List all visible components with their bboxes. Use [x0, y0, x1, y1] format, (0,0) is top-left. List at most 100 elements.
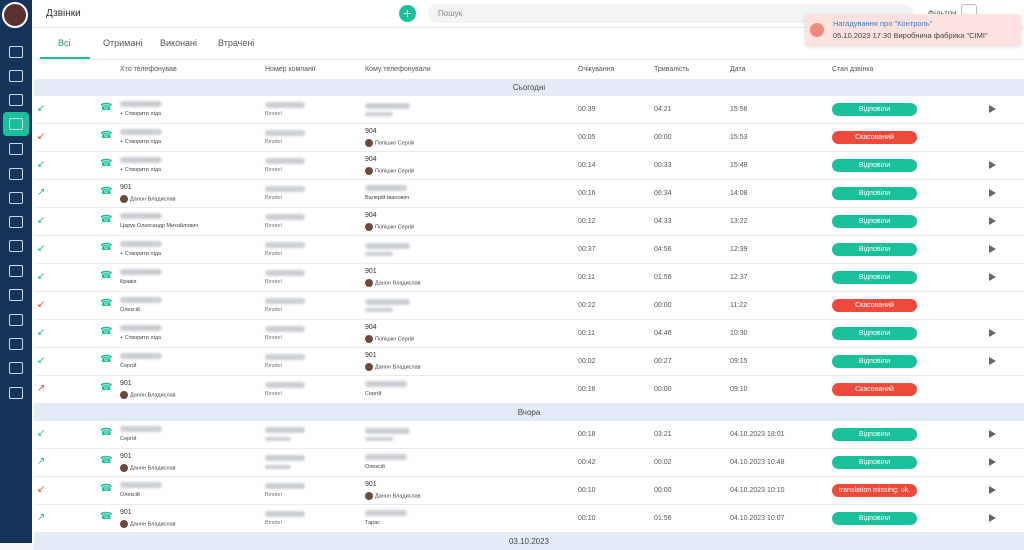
date: 04.10.2023 10:48 [730, 459, 785, 466]
direction-arrow: ↗ [37, 187, 46, 198]
tab[interactable]: Втрачені [218, 38, 255, 48]
blurred-text [120, 129, 162, 135]
person-name: Кравія [120, 279, 136, 285]
wait: 00:16 [578, 386, 596, 393]
play-button[interactable] [989, 105, 996, 113]
person-name: Олексій [365, 464, 385, 470]
call-row: ↗ ☎ 901 Данон Владислав Олексій 00:42 00:02 04.… [34, 449, 1024, 477]
duration: 00:00 [654, 134, 672, 141]
direction-arrow: ↙ [37, 355, 46, 366]
status-badge: Відповіли [832, 512, 917, 525]
play-button[interactable] [989, 486, 996, 494]
call-row: ↙ ☎ + Створити ліда Binotel 904 Попішко Сергі… [34, 320, 1024, 348]
sidebar-icon[interactable] [9, 168, 23, 180]
name-text: Данон Владислав [130, 392, 176, 399]
wait: 00:14 [578, 162, 596, 169]
sidebar-icon[interactable] [9, 216, 23, 228]
sidebar-icon[interactable] [9, 46, 23, 58]
status-badge: Відповіли [832, 456, 917, 469]
sidebar-icon[interactable] [9, 338, 23, 350]
company: Binotel [265, 111, 282, 117]
add-button[interactable]: + [399, 5, 416, 22]
duration: 00:27 [654, 358, 672, 365]
sidebar-icon[interactable] [9, 265, 23, 277]
column-header: Дата [730, 66, 746, 73]
tab[interactable]: Всі [58, 38, 71, 48]
blurred-text [365, 299, 410, 305]
name-text: Данон Владислав [130, 521, 176, 528]
filters[interactable]: Фільтри [928, 9, 957, 18]
name-text: Данон Владислав [375, 493, 421, 500]
notification[interactable]: Нагадування про "Контроль" 05.10.2023 17… [805, 14, 1021, 46]
call-row: ↙ ☎ + Створити ліда Binotel 904 Попішко Сергі… [34, 124, 1024, 152]
wait: 00:18 [578, 431, 596, 438]
play-button[interactable] [989, 161, 996, 169]
name-text: Сергій [120, 363, 137, 369]
sidebar-icon[interactable] [9, 118, 23, 130]
company: Binotel [265, 363, 282, 369]
play-button[interactable] [989, 245, 996, 253]
person-name: + Створити ліда [120, 251, 161, 257]
blurred-text [365, 185, 407, 191]
company: Binotel [265, 251, 282, 257]
play-button[interactable] [989, 458, 996, 466]
sidebar-icon[interactable] [9, 387, 23, 399]
sidebar-icon[interactable] [9, 240, 23, 252]
direction-arrow: ↙ [37, 131, 46, 142]
phone-icon: ☎ [100, 130, 113, 141]
play-button[interactable] [989, 357, 996, 365]
blurred-text [120, 241, 162, 247]
sidebar-icon[interactable] [9, 143, 23, 155]
column-header: Хто телефонував [120, 66, 177, 73]
sidebar-icon[interactable] [9, 314, 23, 326]
number: 901 [120, 453, 132, 460]
status-badge: Відповіли [832, 271, 917, 284]
avatar[interactable] [2, 2, 28, 28]
play-button[interactable] [989, 514, 996, 522]
blurred-text [265, 186, 305, 192]
avatar [365, 279, 373, 287]
play-button[interactable] [989, 329, 996, 337]
company: Binotel [265, 520, 282, 526]
page-title: Дзвінки [46, 8, 81, 19]
search[interactable]: Пошук [428, 4, 913, 23]
phone-icon: ☎ [100, 214, 113, 225]
name-text: Попішко Сергій [375, 336, 415, 343]
name-text: Данон Владислав [375, 280, 421, 287]
duration: 04:56 [654, 246, 672, 253]
tab[interactable]: Отримані [103, 38, 143, 48]
date: 10:30 [730, 330, 748, 337]
status-badge: Відповіли [832, 215, 917, 228]
play-button[interactable] [989, 217, 996, 225]
person-name: Данон Владислав [120, 195, 176, 203]
name-text: Данон Владислав [130, 465, 176, 472]
duration: 00:02 [654, 459, 672, 466]
play-button[interactable] [989, 430, 996, 438]
name-text: Кравія [120, 279, 137, 285]
sidebar-icon[interactable] [9, 192, 23, 204]
sidebar-icon[interactable] [9, 94, 23, 106]
blurred-text [365, 308, 393, 312]
play-button[interactable] [989, 273, 996, 281]
blurred-text [265, 354, 305, 360]
play-button[interactable] [989, 189, 996, 197]
sidebar-icon[interactable] [9, 70, 23, 82]
duration: 00:33 [654, 162, 672, 169]
phone-icon: ☎ [100, 158, 113, 169]
duration: 01:56 [654, 274, 672, 281]
tab[interactable]: Виконані [160, 38, 198, 48]
wait: 00:39 [578, 106, 596, 113]
status-badge: Скасований [832, 131, 917, 144]
sidebar-icon[interactable] [9, 362, 23, 374]
person-name: Олексій [120, 307, 140, 313]
blurred-text [120, 482, 162, 488]
name-text: + Створити ліда [120, 251, 162, 257]
person-name: Данон Владислав [120, 520, 176, 528]
name-text: Олексій [120, 492, 140, 498]
person-name: Валерій Іванович [365, 195, 409, 201]
status-badge: Відповіли [832, 159, 917, 172]
sidebar-icon[interactable] [9, 289, 23, 301]
blurred-text [120, 269, 162, 275]
call-row: ↗ ☎ 901 Данон Владислав Binotel Валерій Івано… [34, 180, 1024, 208]
